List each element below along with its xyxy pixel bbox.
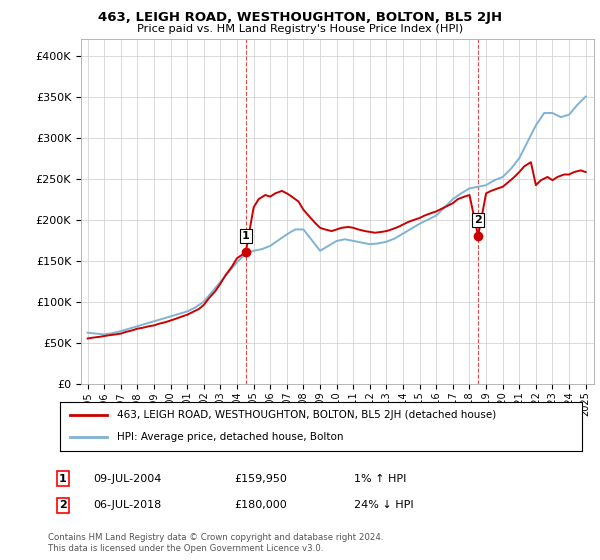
Text: 463, LEIGH ROAD, WESTHOUGHTON, BOLTON, BL5 2JH: 463, LEIGH ROAD, WESTHOUGHTON, BOLTON, B… — [98, 11, 502, 24]
Text: Contains HM Land Registry data © Crown copyright and database right 2024.
This d: Contains HM Land Registry data © Crown c… — [48, 533, 383, 553]
Text: 2: 2 — [59, 500, 67, 510]
Text: 1: 1 — [59, 474, 67, 484]
Text: £159,950: £159,950 — [234, 474, 287, 484]
Text: Price paid vs. HM Land Registry's House Price Index (HPI): Price paid vs. HM Land Registry's House … — [137, 24, 463, 34]
Text: 06-JUL-2018: 06-JUL-2018 — [93, 500, 161, 510]
Text: 2: 2 — [474, 214, 482, 225]
Text: £180,000: £180,000 — [234, 500, 287, 510]
Text: 09-JUL-2004: 09-JUL-2004 — [93, 474, 161, 484]
Text: HPI: Average price, detached house, Bolton: HPI: Average price, detached house, Bolt… — [118, 432, 344, 442]
Text: 1: 1 — [242, 231, 250, 241]
Text: 463, LEIGH ROAD, WESTHOUGHTON, BOLTON, BL5 2JH (detached house): 463, LEIGH ROAD, WESTHOUGHTON, BOLTON, B… — [118, 410, 497, 420]
Text: 24% ↓ HPI: 24% ↓ HPI — [354, 500, 413, 510]
Text: 1% ↑ HPI: 1% ↑ HPI — [354, 474, 406, 484]
